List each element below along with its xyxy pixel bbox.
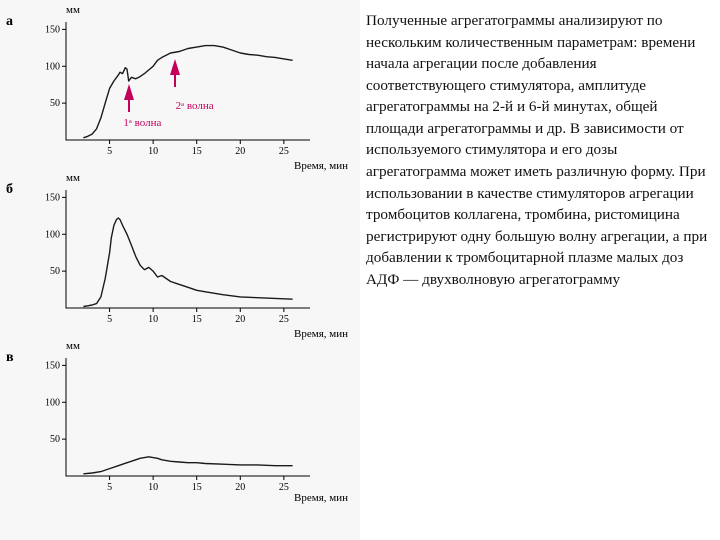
panel-letter: в	[6, 350, 14, 366]
svg-text:25: 25	[279, 314, 289, 325]
svg-text:15: 15	[192, 482, 202, 493]
figure-column: а мм 50 100 150 5 10 15 20 25 Время, мин 1ᵃ волна 2ᵃ…	[0, 0, 360, 540]
svg-text:15: 15	[192, 146, 202, 157]
x-axis-label: Время, мин	[294, 160, 348, 172]
annotation-arrow-stem	[174, 73, 176, 87]
panel-a: амм50100150510152025Время, мин1ᵃ волна2ᵃ…	[36, 8, 340, 168]
annotation-arrow-stem	[128, 98, 130, 112]
svg-text:10: 10	[148, 314, 158, 325]
panel-b: бмм50100150510152025Время, мин	[36, 176, 340, 336]
svg-text:20: 20	[235, 146, 245, 157]
svg-text:5: 5	[107, 314, 112, 325]
svg-text:25: 25	[279, 482, 289, 493]
svg-text:100: 100	[45, 229, 60, 240]
svg-text:20: 20	[235, 482, 245, 493]
svg-text:150: 150	[45, 360, 60, 371]
panel-letter: б	[6, 182, 13, 198]
svg-text:5: 5	[107, 482, 112, 493]
svg-text:150: 150	[45, 24, 60, 35]
y-axis-unit: мм	[66, 4, 80, 16]
y-axis-unit: мм	[66, 340, 80, 352]
y-axis-unit: мм	[66, 172, 80, 184]
chart-plot: 50 100 150 5 10 15 20 25	[36, 186, 316, 326]
annotation-label: 1ᵃ волна	[123, 117, 161, 129]
svg-text:20: 20	[235, 314, 245, 325]
chart-plot: 50 100 150 5 10 15 20 25	[36, 354, 316, 494]
svg-text:25: 25	[279, 146, 289, 157]
svg-text:5: 5	[107, 146, 112, 157]
panel-c: вмм50100150510152025Время, мин	[36, 344, 340, 500]
body-text: Полученные агрегатограммы анализируют по…	[360, 0, 720, 540]
svg-text:50: 50	[50, 434, 60, 445]
svg-text:150: 150	[45, 192, 60, 203]
svg-text:100: 100	[45, 61, 60, 72]
x-axis-label: Время, мин	[294, 492, 348, 504]
svg-text:10: 10	[148, 482, 158, 493]
svg-text:10: 10	[148, 146, 158, 157]
panel-letter: а	[6, 14, 13, 30]
chart-plot: 50 100 150 5 10 15 20 25	[36, 18, 316, 158]
x-axis-label: Время, мин	[294, 328, 348, 340]
svg-text:100: 100	[45, 397, 60, 408]
svg-text:15: 15	[192, 314, 202, 325]
annotation-label: 2ᵃ волна	[176, 100, 214, 112]
svg-text:50: 50	[50, 98, 60, 109]
svg-text:50: 50	[50, 266, 60, 277]
